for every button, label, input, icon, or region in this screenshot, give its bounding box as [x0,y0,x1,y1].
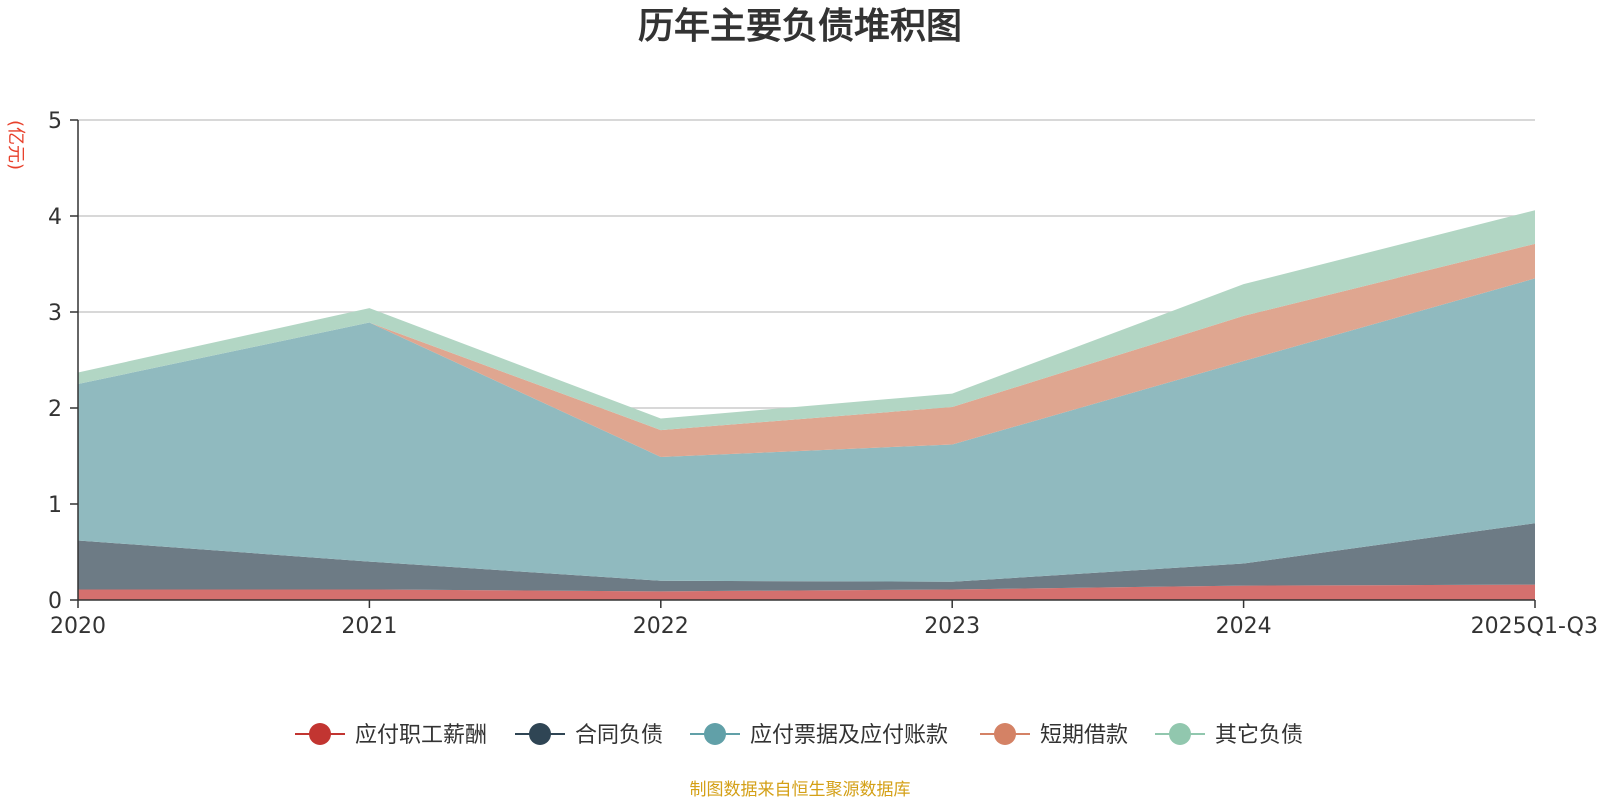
x-tick-labels: 2020 2021 2022 2023 2024 2025Q1-Q3 [50,614,1598,639]
legend-marker [1169,723,1191,745]
legend: 应付职工薪酬 合同负债 应付票据及应付账款 短期借款 其它负债 [295,723,1303,748]
area-series-4 [78,243,1535,457]
legend-item-5[interactable]: 其它负债 [1155,723,1303,748]
area-series-5 [78,210,1535,431]
y-tick-labels: 0 1 2 3 4 5 [48,109,62,614]
legend-item-3[interactable]: 应付票据及应付账款 [690,723,948,748]
area-series-3 [78,278,1535,582]
legend-label: 合同负债 [575,723,663,748]
x-tick-label: 2024 [1216,614,1272,639]
legend-label: 短期借款 [1040,723,1128,748]
legend-marker [704,723,726,745]
area-series-1 [78,584,1535,600]
y-tick-label: 5 [48,109,62,134]
y-tick-label: 1 [48,493,62,518]
x-tick-label: 2021 [341,614,397,639]
legend-label: 其它负债 [1215,723,1303,748]
x-tick-label: 2025Q1-Q3 [1471,614,1598,639]
chart-title: 历年主要负债堆积图 [638,6,962,47]
x-tick-label: 2020 [50,614,106,639]
source-note: 制图数据来自恒生聚源数据库 [690,780,911,800]
y-tick-label: 0 [48,589,62,614]
area-series-layer [78,210,1535,600]
area-series-2 [78,523,1535,592]
axes [77,120,1536,608]
legend-item-1[interactable]: 应付职工薪酬 [295,723,487,748]
y-tick-label: 3 [48,301,62,326]
legend-label: 应付职工薪酬 [355,723,487,748]
x-tick-label: 2023 [924,614,980,639]
legend-item-4[interactable]: 短期借款 [980,723,1128,748]
legend-marker [529,723,551,745]
y-tick-label: 4 [48,205,62,230]
y-tick-label: 2 [48,397,62,422]
y-axis-unit-label: (亿元) [5,120,26,170]
x-tick-label: 2022 [633,614,689,639]
legend-label: 应付票据及应付账款 [750,723,948,748]
legend-marker [994,723,1016,745]
legend-marker [309,723,331,745]
legend-item-2[interactable]: 合同负债 [515,723,663,748]
